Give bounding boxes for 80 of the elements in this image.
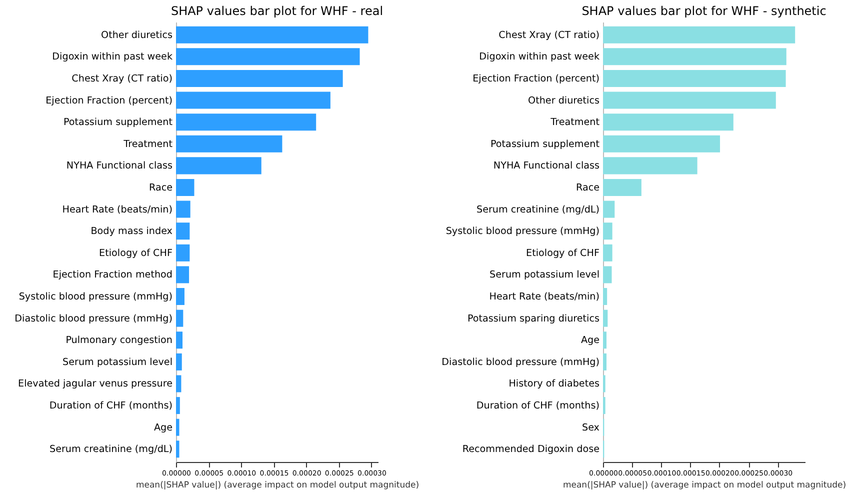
- bar: [603, 135, 720, 152]
- y-tick-label: Serum creatinine (mg/dL): [476, 204, 600, 216]
- y-tick-label: Serum potassium level: [490, 270, 600, 281]
- bar: [176, 222, 190, 240]
- bar: [176, 266, 190, 284]
- y-tick-label: Treatment: [122, 138, 173, 150]
- bar: [176, 375, 182, 392]
- bar: [176, 418, 180, 436]
- bar: [603, 48, 786, 66]
- y-tick-label: Systolic blood pressure (mmHg): [446, 226, 600, 238]
- y-tick-label: Etiology of CHF: [526, 248, 600, 259]
- y-tick-label: Ejection Fraction (percent): [472, 73, 600, 84]
- y-tick-label: Duration of CHF (months): [476, 400, 600, 412]
- y-tick-label: Ejection Fraction (percent): [46, 95, 172, 106]
- y-tick-label: Ejection Fraction method: [52, 270, 172, 281]
- bar: [176, 178, 194, 196]
- y-tick-label: Serum potassium level: [62, 356, 172, 368]
- bar: [603, 114, 734, 131]
- bar: [176, 92, 330, 109]
- bar: [176, 157, 262, 174]
- chart-title: SHAP values bar plot for WHF - real: [170, 4, 384, 18]
- bar: [603, 332, 606, 349]
- bar: [603, 288, 608, 306]
- x-axis-title: mean(|SHAP value|) (average impact on model output magnitude): [562, 480, 846, 490]
- y-tick-label: Chest Xray (CT ratio): [72, 73, 172, 84]
- y-tick-label: Recommended Digoxin dose: [462, 444, 600, 456]
- bar: [603, 222, 612, 240]
- y-tick-label: Diastolic blood pressure (mmHg): [14, 313, 172, 324]
- y-tick-label: Digoxin within past week: [52, 52, 173, 63]
- y-tick-label: Potassium supplement: [63, 117, 173, 128]
- chart-title: SHAP values bar plot for WHF - synthetic: [582, 4, 826, 18]
- y-tick-label: Other diuretics: [528, 95, 600, 106]
- y-tick-label: Other diuretics: [101, 30, 172, 41]
- y-tick-label: NYHA Functional class: [66, 160, 172, 172]
- bar: [176, 70, 343, 87]
- bar: [603, 70, 786, 87]
- bar: [176, 135, 282, 152]
- bar: [176, 114, 316, 131]
- bar: [603, 200, 615, 218]
- bar: [176, 200, 190, 218]
- y-tick-label: Age: [154, 422, 173, 434]
- y-tick-label: Chest Xray (CT ratio): [498, 30, 600, 41]
- y-tick-label: NYHA Functional class: [493, 160, 600, 172]
- y-tick-label: Digoxin within past week: [479, 52, 600, 63]
- y-tick-label: Body mass index: [90, 226, 173, 238]
- y-tick-label: Systolic blood pressure (mmHg): [18, 292, 172, 303]
- bar: [603, 353, 606, 370]
- y-tick-label: Elevated jagular venus pressure: [18, 378, 173, 390]
- bar: [603, 266, 612, 284]
- y-tick-label: Serum creatinine (mg/dL): [50, 444, 172, 456]
- bar: [603, 178, 642, 196]
- bar: [176, 288, 184, 306]
- bar: [176, 440, 180, 458]
- y-tick-label: Pulmonary congestion: [66, 335, 172, 346]
- y-tick-label: Etiology of CHF: [99, 248, 172, 259]
- bar: [176, 353, 182, 370]
- bar: [176, 244, 190, 262]
- y-tick-label: Duration of CHF (months): [49, 400, 172, 412]
- bar: [176, 48, 360, 66]
- y-tick-label: Sex: [582, 422, 600, 434]
- x-axis-title: mean(|SHAP value|) (average impact on model output magnitude): [136, 480, 420, 490]
- bar: [603, 310, 608, 327]
- bar: [176, 332, 183, 349]
- y-tick-label: Race: [148, 182, 173, 194]
- bar: [603, 92, 776, 109]
- y-tick-label: Race: [576, 182, 600, 194]
- y-tick-label: Diastolic blood pressure (mmHg): [442, 356, 600, 368]
- bar: [176, 26, 368, 44]
- bar: [603, 157, 698, 174]
- y-tick-label: Treatment: [550, 117, 600, 128]
- bar: [176, 310, 184, 327]
- y-tick-label: Potassium sparing diuretics: [467, 313, 600, 324]
- y-tick-label: Potassium supplement: [490, 138, 600, 150]
- bar: [603, 244, 612, 262]
- y-tick-label: History of diabetes: [508, 378, 600, 390]
- bar: [603, 26, 796, 44]
- y-tick-label: Heart Rate (beats/min): [62, 204, 172, 216]
- y-tick-label: Heart Rate (beats/min): [489, 292, 600, 303]
- bar: [176, 397, 180, 414]
- y-tick-label: Age: [580, 335, 600, 346]
